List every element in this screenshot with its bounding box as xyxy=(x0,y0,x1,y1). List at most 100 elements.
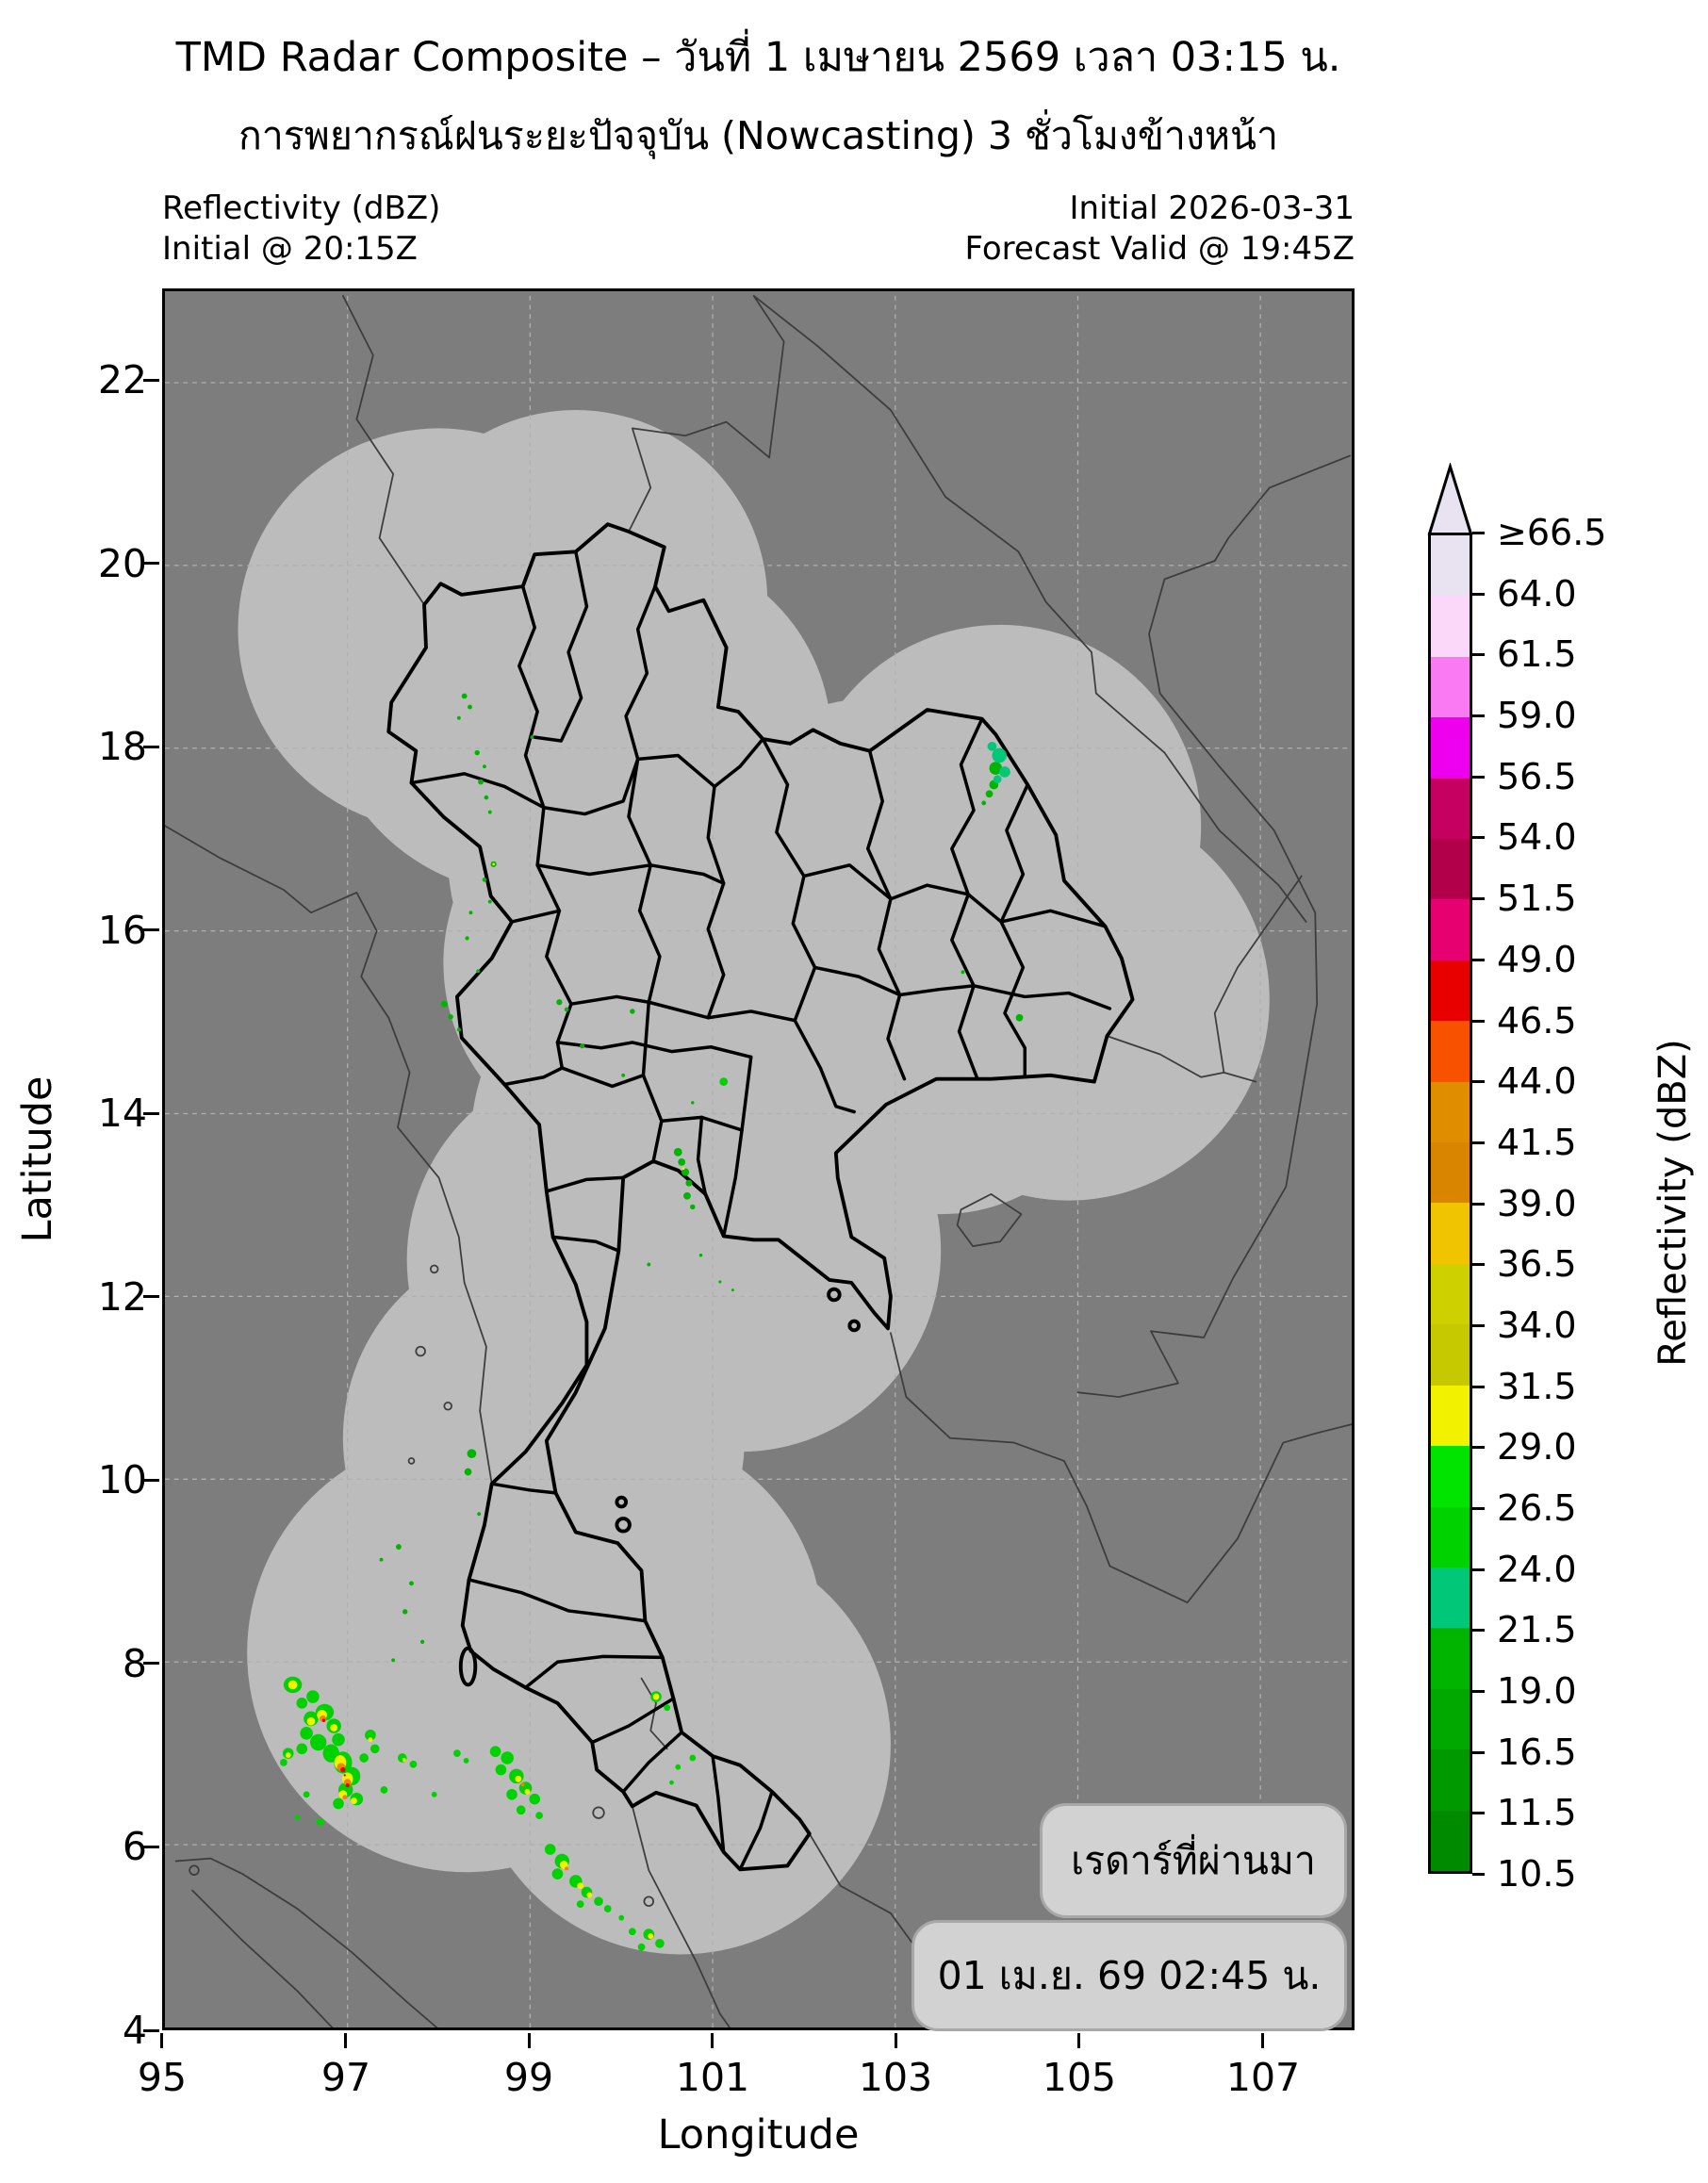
colorbar-tick-label: 39.0 xyxy=(1497,1183,1577,1224)
colorbar-tick-label: 24.0 xyxy=(1497,1549,1577,1590)
colorbar-tick-label: 36.5 xyxy=(1497,1243,1577,1285)
colorbar-band xyxy=(1431,1324,1470,1386)
x-tick-label: 99 xyxy=(503,2055,554,2100)
echo-green-dark xyxy=(379,693,1024,1663)
colorbar-tick-mark xyxy=(1472,1751,1485,1754)
x-tick-label: 103 xyxy=(858,2055,933,2100)
colorbar-tick-mark xyxy=(1472,1812,1485,1814)
colorbar-band xyxy=(1431,1506,1470,1567)
x-tick-label: 95 xyxy=(137,2055,188,2100)
echo-green-bright xyxy=(280,1077,729,1951)
colorbar-arrow-outline xyxy=(1427,463,1473,536)
colorbar-band xyxy=(1431,1688,1470,1750)
colorbar-band xyxy=(1431,1203,1470,1264)
header-right: Initial 2026-03-31 Forecast Valid @ 19:4… xyxy=(965,189,1355,270)
y-tick-mark xyxy=(143,746,159,748)
y-tick-mark xyxy=(143,1662,159,1665)
y-tick-label: 16 xyxy=(97,908,147,953)
x-tick-mark xyxy=(1261,2033,1264,2048)
colorbar-tick-mark xyxy=(1472,1141,1485,1144)
colorbar xyxy=(1428,533,1472,1874)
colorbar-tick-label: ≥66.5 xyxy=(1497,512,1607,553)
history-radar-label: เรดาร์ที่ผ่านมา xyxy=(1071,1837,1316,1883)
echo-crimson xyxy=(343,1774,346,1777)
colorbar-tick-mark xyxy=(1472,653,1485,656)
colorbar-tick-label: 51.5 xyxy=(1497,878,1577,919)
colorbar-tick-mark xyxy=(1472,1080,1485,1083)
map-svg xyxy=(165,291,1352,2027)
colorbar-tick-label: 21.5 xyxy=(1497,1609,1577,1650)
colorbar-tick-mark xyxy=(1472,836,1485,839)
y-tick-mark xyxy=(143,928,159,931)
colorbar-tick-label: 26.5 xyxy=(1497,1487,1577,1529)
echo-red xyxy=(321,1718,350,1788)
colorbar-tick-mark xyxy=(1472,1690,1485,1693)
colorbar-tick-label: 64.0 xyxy=(1497,573,1577,615)
colorbar-tick-mark xyxy=(1472,1386,1485,1388)
forecast-valid-label: Forecast Valid @ 19:45Z xyxy=(964,230,1355,268)
x-tick-mark xyxy=(344,2033,347,2048)
colorbar-tick-label: 59.0 xyxy=(1497,695,1577,736)
colorbar-tick-mark xyxy=(1472,532,1485,534)
colorbar-tick-label: 46.5 xyxy=(1497,1000,1577,1042)
colorbar-tick-mark xyxy=(1472,1020,1485,1023)
colorbar-band xyxy=(1431,1567,1470,1629)
colorbar-axis-label: Reflectivity (dBZ) xyxy=(1651,1039,1695,1367)
colorbar-band xyxy=(1431,1263,1470,1325)
colorbar-tick-label: 10.5 xyxy=(1497,1853,1577,1895)
x-tick-label: 105 xyxy=(1042,2055,1117,2100)
y-tick-label: 14 xyxy=(97,1091,147,1136)
x-tick-mark xyxy=(711,2033,714,2048)
radar-coverage-area xyxy=(238,410,1270,1955)
y-tick-label: 6 xyxy=(122,1824,147,1869)
echo-yellow xyxy=(285,862,685,1939)
colorbar-band xyxy=(1431,1446,1470,1507)
colorbar-band xyxy=(1431,960,1470,1022)
map-canvas xyxy=(162,288,1355,2030)
colorbar-tick-mark xyxy=(1472,1203,1485,1206)
page-subtitle: การพยากรณ์ฝนระยะปัจจุบัน (Nowcasting) 3 … xyxy=(238,113,1279,158)
x-tick-mark xyxy=(895,2033,897,2048)
echo-teal xyxy=(987,741,1010,784)
colorbar-tick-label: 19.0 xyxy=(1497,1670,1577,1712)
colorbar-band xyxy=(1431,1081,1470,1143)
colorbar-band xyxy=(1431,1021,1470,1082)
y-tick-label: 20 xyxy=(97,541,147,586)
initial-date-label: Initial 2026-03-31 xyxy=(1069,189,1355,227)
colorbar-band xyxy=(1431,535,1470,597)
colorbar-tick-label: 34.0 xyxy=(1497,1305,1577,1346)
y-tick-mark xyxy=(143,562,159,565)
colorbar-tick-label: 31.5 xyxy=(1497,1366,1577,1407)
colorbar-band xyxy=(1431,1810,1470,1871)
colorbar-band xyxy=(1431,1385,1470,1447)
radar-timestamp-label: 01 เม.ย. 69 02:45 น. xyxy=(937,1952,1322,1998)
colorbar-band xyxy=(1431,839,1470,900)
x-tick-mark xyxy=(1077,2033,1080,2048)
colorbar-tick-mark xyxy=(1472,959,1485,961)
y-tick-label: 12 xyxy=(97,1274,147,1320)
colorbar-band xyxy=(1431,717,1470,779)
colorbar-tick-mark xyxy=(1472,897,1485,900)
colorbar-tick-mark xyxy=(1472,1446,1485,1449)
colorbar-tick-mark xyxy=(1472,776,1485,779)
colorbar-tick-mark xyxy=(1472,1507,1485,1510)
colorbar-band xyxy=(1431,1142,1470,1204)
colorbar-tick-mark xyxy=(1472,714,1485,717)
y-axis-label: Latitude xyxy=(14,1075,61,1243)
x-tick-mark xyxy=(160,2033,163,2048)
x-tick-mark xyxy=(528,2033,531,2048)
country-borders xyxy=(165,294,1352,2027)
history-radar-box: เรดาร์ที่ผ่านมา xyxy=(1040,1803,1347,1918)
radar-timestamp-box: 01 เม.ย. 69 02:45 น. xyxy=(911,1920,1347,2031)
y-tick-label: 4 xyxy=(122,2008,147,2053)
y-tick-mark xyxy=(143,1479,159,1482)
y-tick-label: 10 xyxy=(97,1457,147,1502)
y-tick-mark xyxy=(143,2029,159,2032)
colorbar-tick-mark xyxy=(1472,1873,1485,1876)
colorbar-tick-mark xyxy=(1472,593,1485,596)
colorbar-band xyxy=(1431,1628,1470,1689)
y-tick-label: 22 xyxy=(97,357,147,402)
echo-orange xyxy=(320,1715,569,1871)
colorbar-tick-label: 41.5 xyxy=(1497,1122,1577,1163)
